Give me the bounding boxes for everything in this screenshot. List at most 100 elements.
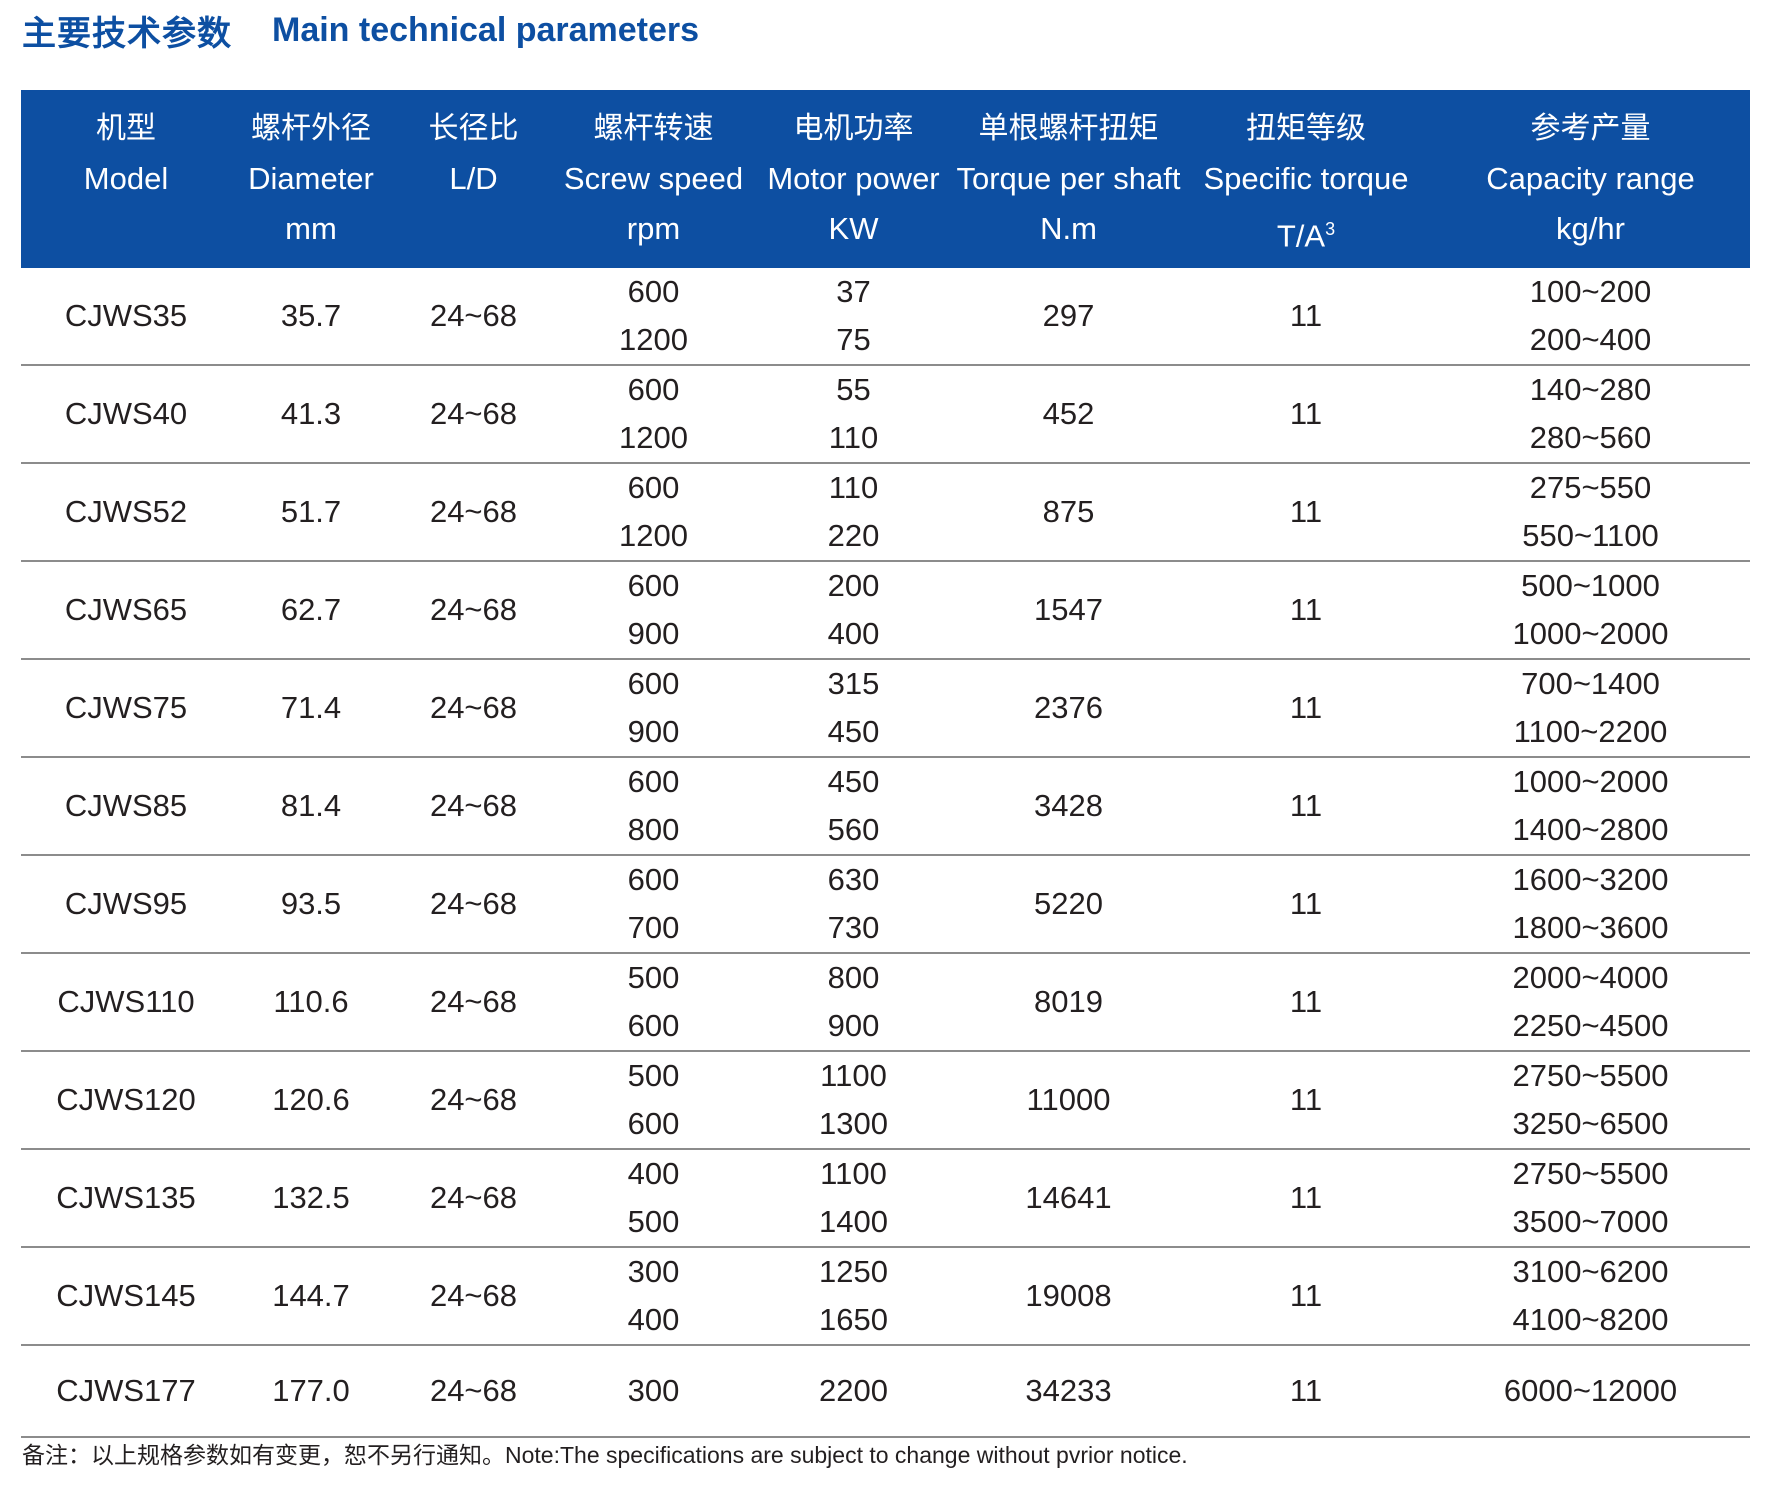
cell-power: 1100 1400 [751,1149,956,1247]
cell-diameter: 35.7 [280,298,342,333]
cell-model: CJWS110 [57,984,195,1019]
cell-capacity-value: 280~560 [1529,420,1652,455]
cell-capacity: 1600~3200 1800~3600 [1431,855,1750,953]
cell-ld: 24~68 [429,1180,518,1215]
cell-power-value: 110 [828,420,879,455]
cell-capacity-value: 275~550 [1529,470,1652,505]
cell-diameter: 120.6 [272,1082,350,1117]
cell-torque: 19008 [1025,1278,1112,1313]
cell-speed-value: 600 [627,274,680,309]
table-row: CJWS85 81.4 24~68 600 800 450 560 3428 11 1000~20… [21,757,1750,855]
cell-ld: 24~68 [429,1082,518,1117]
header-screw-speed: 螺杆转速 Screw speed rpm [563,111,744,246]
table-row: CJWS110 110.6 24~68 500 600 800 900 8019 11 2000~… [21,953,1750,1051]
cell-ld: 24~68 [429,886,518,921]
cell-ld: 24~68 [429,494,518,529]
cell-speed: 600 1200 [556,365,751,463]
cell-model: CJWS85 [64,788,188,823]
cell-speed: 500 600 [556,1051,751,1149]
cell-speed: 300 400 [556,1247,751,1345]
cell-speed-value: 500 [627,1204,680,1239]
cell-specific: 11 [1289,984,1323,1019]
cell-speed-value: 400 [627,1156,680,1191]
cell-capacity-value: 1800~3600 [1512,910,1669,945]
cell-power-value: 55 [836,372,871,407]
cell-specific: 11 [1289,1373,1323,1408]
cell-speed-value: 700 [627,910,680,945]
cell-power-value: 220 [827,518,880,553]
cell-power-value: 1300 [819,1106,888,1141]
cell-power: 800 900 [751,953,956,1051]
cell-diameter: 71.4 [280,690,342,725]
cell-capacity: 140~280 280~560 [1431,365,1750,463]
cell-power: 37 75 [751,268,956,365]
cell-ld: 24~68 [429,1278,518,1313]
cell-speed-value: 900 [627,616,680,651]
cell-model: CJWS40 [64,396,188,431]
cell-speed-value: 600 [627,1008,680,1043]
cell-torque: 1547 [1034,592,1103,627]
cell-diameter: 62.7 [280,592,342,627]
cell-capacity-value: 3250~6500 [1512,1106,1669,1141]
table-row: CJWS95 93.5 24~68 600 700 630 730 5220 11 1600~32… [21,855,1750,953]
cell-speed-value: 1200 [619,420,688,455]
table-row: CJWS120 120.6 24~68 500 600 1100 1300 11000 11 27… [21,1051,1750,1149]
cell-specific: 11 [1289,298,1323,333]
header-diameter: 螺杆外径 Diameter mm [248,111,374,246]
cell-power-value: 110 [828,470,879,505]
cell-torque: 2376 [1034,690,1103,725]
cell-power: 630 730 [751,855,956,953]
cell-speed-value: 1200 [619,322,688,357]
cell-speed-value: 600 [627,568,680,603]
cell-power: 450 560 [751,757,956,855]
cell-model: CJWS52 [64,494,188,529]
header-model: 机型 Model [83,111,169,196]
cell-torque: 11000 [1026,1082,1111,1117]
header-specific-torque: 扭矩等级 Specific torque T/A3 [1203,111,1409,254]
cell-capacity: 100~200 200~400 [1431,268,1750,365]
cell-power-value: 630 [827,862,880,897]
cell-power-value: 730 [827,910,880,945]
table-row: CJWS40 41.3 24~68 600 1200 55 110 452 11 140~280 2… [21,365,1750,463]
cell-capacity-value: 2000~4000 [1512,960,1669,995]
cell-ld: 24~68 [429,1373,518,1408]
cell-diameter: 132.5 [272,1180,350,1215]
cell-specific: 11 [1289,1180,1323,1215]
cell-specific: 11 [1289,886,1323,921]
cell-torque: 14641 [1025,1180,1112,1215]
header-ld: 长径比 L/D [428,111,519,196]
cell-torque: 8019 [1034,984,1103,1019]
table-row: CJWS135 132.5 24~68 400 500 1100 1400 14641 11 27… [21,1149,1750,1247]
cell-power: 1100 1300 [751,1051,956,1149]
cell-speed-value: 600 [627,666,680,701]
page-title-en: Main technical parameters [272,10,700,49]
cell-capacity-value: 2250~4500 [1512,1008,1669,1043]
cell-capacity: 2750~5500 3500~7000 [1431,1149,1750,1247]
table-body: CJWS35 35.7 24~68 600 1200 37 75 297 11 100~200 20… [21,268,1750,1437]
cell-power-value: 900 [827,1008,880,1043]
page-title: 主要技术参数 Main technical parameters [22,6,699,54]
cell-speed: 600 900 [556,659,751,757]
cell-specific: 11 [1289,1082,1323,1117]
table-row: CJWS52 51.7 24~68 600 1200 110 220 875 11 275~550… [21,463,1750,561]
cell-specific: 11 [1289,494,1323,529]
header-torque-per-shaft: 单根螺杆扭矩 Torque per shaft N.m [956,111,1181,246]
cell-power-value: 200 [827,568,880,603]
table-row: CJWS75 71.4 24~68 600 900 315 450 2376 11 700~140… [21,659,1750,757]
cell-power-value: 75 [836,322,871,357]
header-capacity-range: 参考产量 Capacity range kg/hr [1486,111,1695,246]
cell-diameter: 144.7 [272,1278,350,1313]
cell-capacity-value: 1100~2200 [1513,714,1668,749]
cell-diameter: 110.6 [273,984,349,1019]
cell-capacity: 3100~6200 4100~8200 [1431,1247,1750,1345]
cell-capacity-value: 500~1000 [1521,568,1660,603]
cell-speed-value: 300 [627,1373,680,1408]
cell-capacity: 700~1400 1100~2200 [1431,659,1750,757]
cell-diameter: 177.0 [272,1373,350,1408]
cell-ld: 24~68 [429,298,518,333]
cell-torque: 875 [1042,494,1095,529]
cell-torque: 5220 [1034,886,1103,921]
cell-model: CJWS65 [64,592,188,627]
cell-speed-value: 800 [627,812,680,847]
cell-power: 200 400 [751,561,956,659]
